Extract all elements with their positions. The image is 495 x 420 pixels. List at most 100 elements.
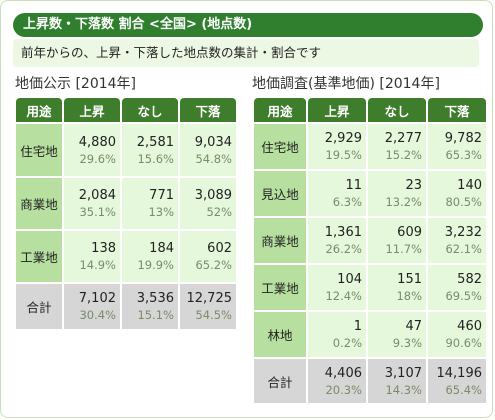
row-label: 工業地 — [16, 231, 62, 282]
table-row: 商業地 2,084 35.1% 771 13% 3,089 52% — [16, 178, 236, 229]
cell-percent: 13.2% — [385, 195, 422, 209]
cell-percent: 11.7% — [385, 242, 422, 256]
column-header-rise: 上昇 — [308, 98, 366, 122]
cell-percent: 29.6% — [79, 151, 116, 166]
cell-count: 47 — [405, 319, 422, 334]
cell-count: 104 — [337, 272, 362, 287]
column-header-fall: 下落 — [428, 98, 486, 122]
cell-percent: 54.5% — [195, 308, 232, 322]
koji-table: 用途 上昇 なし 下落 住宅地 4,880 29.6% 2,581 15.6% 9,… — [14, 96, 238, 331]
cell-fall: 9,034 54.8% — [180, 124, 236, 176]
cell-percent: 90.6% — [445, 336, 482, 350]
cell-fall: 582 69.5% — [428, 265, 486, 310]
cell-percent: 30.4% — [79, 308, 116, 322]
cell-rise: 1 0.2% — [308, 312, 366, 357]
cell-none: 23 13.2% — [368, 171, 426, 216]
cell-percent: 65.4% — [445, 382, 482, 397]
table-row: 商業地 1,361 26.2% 609 11.7% 3,232 62.1% — [254, 218, 486, 263]
row-label: 住宅地 — [16, 124, 62, 176]
cell-fall: 3,232 62.1% — [428, 218, 486, 263]
table-header-row: 用途 上昇 なし 下落 — [16, 98, 236, 122]
row-label: 住宅地 — [254, 124, 306, 169]
table-row: 林地 1 0.2% 47 9.3% 460 90.6% — [254, 312, 486, 357]
cell-percent: 62.1% — [445, 242, 482, 256]
cell-none: 2,277 15.2% — [368, 124, 426, 169]
cell-none: 609 11.7% — [368, 218, 426, 263]
chosa-table: 用途 上昇 なし 下落 住宅地 2,929 19.5% 2,277 15.2% 9,… — [252, 96, 488, 405]
cell-count: 9,782 — [444, 131, 482, 146]
cell-percent: 9.3% — [392, 336, 422, 350]
row-label: 見込地 — [254, 171, 306, 216]
table-row: 見込地 11 6.3% 23 13.2% 140 80.5% — [254, 171, 486, 216]
cell-fall: 460 90.6% — [428, 312, 486, 357]
cell-count: 23 — [405, 178, 422, 193]
cell-percent: 80.5% — [445, 195, 482, 209]
row-label: 林地 — [254, 312, 306, 357]
cell-percent: 20.3% — [325, 382, 362, 397]
cell-percent: 26.2% — [325, 242, 362, 256]
cell-none: 151 18% — [368, 265, 426, 310]
cell-count: 9,034 — [194, 134, 232, 150]
cell-count: 2,581 — [136, 134, 174, 150]
cell-none: 771 13% — [122, 178, 178, 229]
chosa-title: 地価調査(基準地価) [2014年] — [252, 76, 440, 92]
cell-percent: 15.6% — [137, 151, 174, 166]
panel-description: 前年からの、上昇・下落した地点数の集計・割合です — [13, 39, 479, 67]
cell-fall: 9,782 65.3% — [428, 124, 486, 169]
table-row: 住宅地 2,929 19.5% 2,277 15.2% 9,782 65.3% — [254, 124, 486, 169]
table-total-row: 合計 4,406 20.3% 3,107 14.3% 14,196 65.4% — [254, 359, 486, 403]
cell-rise: 2,929 19.5% — [308, 124, 366, 169]
cell-count: 3,232 — [444, 225, 482, 240]
cell-count: 138 — [91, 241, 116, 256]
cell-count: 2,277 — [384, 131, 422, 146]
cell-rise: 104 12.4% — [308, 265, 366, 310]
cell-count: 151 — [397, 272, 422, 287]
cell-count: 7,102 — [78, 291, 116, 306]
cell-count: 14,196 — [436, 365, 483, 381]
cell-none: 184 19.9% — [122, 231, 178, 282]
cell-count: 771 — [149, 188, 174, 203]
cell-count: 3,536 — [136, 291, 174, 306]
row-label: 合計 — [254, 359, 306, 403]
cell-none: 3,536 15.1% — [122, 284, 178, 329]
cell-count: 602 — [207, 241, 232, 256]
cell-count: 460 — [457, 319, 482, 334]
cell-count: 4,406 — [324, 365, 362, 381]
cell-none: 47 9.3% — [368, 312, 426, 357]
row-label: 商業地 — [16, 178, 62, 229]
cell-rise: 1,361 26.2% — [308, 218, 366, 263]
table-total-row: 合計 7,102 30.4% 3,536 15.1% 12,725 54.5% — [16, 284, 236, 329]
cell-percent: 6.3% — [332, 195, 362, 209]
cell-percent: 0.2% — [332, 336, 362, 350]
cell-fall: 14,196 65.4% — [428, 359, 486, 403]
column-header-rise: 上昇 — [64, 98, 120, 122]
column-header-none: なし — [368, 98, 426, 122]
cell-count: 2,929 — [324, 131, 362, 146]
cell-percent: 14.9% — [79, 258, 116, 272]
cell-count: 609 — [397, 225, 422, 240]
cell-percent: 19.9% — [137, 258, 174, 272]
cell-percent: 35.1% — [79, 205, 116, 219]
cell-count: 582 — [457, 272, 482, 287]
table-row: 住宅地 4,880 29.6% 2,581 15.6% 9,034 54.8% — [16, 124, 236, 176]
panel-header: 上昇数・下落数 割合 <全国> (地点数) — [13, 13, 483, 37]
cell-rise: 7,102 30.4% — [64, 284, 120, 329]
cell-percent: 18% — [396, 289, 422, 303]
cell-count: 11 — [345, 178, 362, 193]
row-label: 商業地 — [254, 218, 306, 263]
cell-count: 4,880 — [78, 134, 116, 150]
cell-percent: 19.5% — [325, 148, 362, 162]
cell-count: 140 — [457, 178, 482, 193]
column-header-fall: 下落 — [180, 98, 236, 122]
cell-fall: 602 65.2% — [180, 231, 236, 282]
cell-count: 2,084 — [78, 188, 116, 203]
cell-fall: 12,725 54.5% — [180, 284, 236, 329]
cell-count: 12,725 — [186, 291, 233, 306]
cell-fall: 140 80.5% — [428, 171, 486, 216]
column-header-use: 用途 — [254, 98, 306, 122]
column-header-use: 用途 — [16, 98, 62, 122]
cell-count: 1 — [353, 319, 362, 334]
row-label: 工業地 — [254, 265, 306, 310]
cell-none: 2,581 15.6% — [122, 124, 178, 176]
